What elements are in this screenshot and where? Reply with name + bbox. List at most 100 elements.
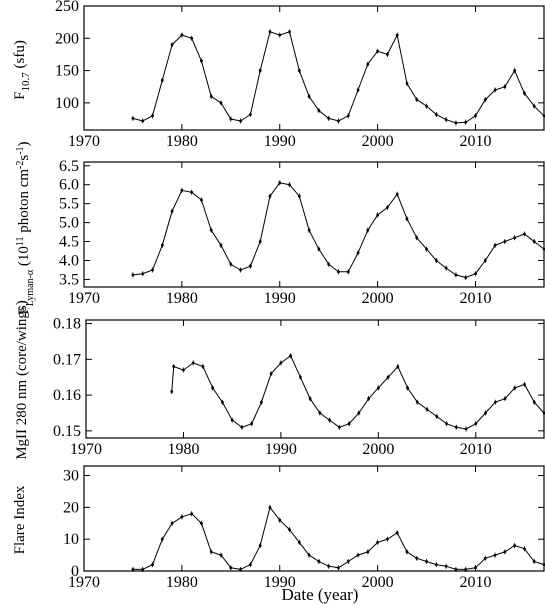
panel-lyman-alpha: FLyman-α (1011 photon cm-2s-1) 3.5 4.04.5… xyxy=(15,141,545,315)
data-point xyxy=(386,537,389,541)
data-point xyxy=(240,425,244,429)
data-point xyxy=(376,540,380,544)
series-mgii xyxy=(170,353,545,432)
data-point xyxy=(337,425,341,429)
y-tick-label: 4.5 xyxy=(59,234,79,251)
data-point xyxy=(425,247,428,251)
data-point xyxy=(386,375,390,379)
series-lyman-alpha xyxy=(131,180,545,281)
data-point xyxy=(278,181,282,185)
y-axis-title-end: ) xyxy=(16,141,32,146)
x-tick-label: 1970 xyxy=(68,133,100,150)
data-point xyxy=(454,425,458,429)
data-point xyxy=(317,560,321,563)
data-point xyxy=(532,104,536,108)
data-point xyxy=(356,88,360,92)
series-line xyxy=(132,506,545,570)
data-point xyxy=(160,537,164,541)
y-axis-title-unit: (10 xyxy=(16,246,32,270)
data-point xyxy=(250,422,254,426)
data-point xyxy=(278,518,282,522)
data-point xyxy=(170,43,174,47)
x-tick-label: 1990 xyxy=(264,290,296,307)
data-point xyxy=(415,236,419,240)
data-point xyxy=(542,411,545,415)
data-point xyxy=(493,553,497,557)
data-point xyxy=(229,117,233,121)
data-point xyxy=(219,243,223,247)
data-point xyxy=(523,232,526,236)
data-point xyxy=(503,397,507,401)
data-point xyxy=(131,273,135,277)
data-point xyxy=(219,553,223,557)
data-point xyxy=(356,251,360,255)
y-tick-label: 0 xyxy=(71,563,79,580)
plot-frame xyxy=(83,5,545,131)
data-point xyxy=(269,372,273,376)
y-axis-title-exp: 11 xyxy=(15,236,26,246)
data-point xyxy=(454,121,458,125)
x-tick-label: 2010 xyxy=(460,441,492,458)
data-point xyxy=(180,189,184,192)
y-tick-label: 200 xyxy=(55,30,79,47)
x-tick-label: 1980 xyxy=(166,133,198,150)
y-tick-label: 250 xyxy=(55,0,79,15)
data-point xyxy=(279,361,283,365)
data-point xyxy=(376,213,380,217)
data-point xyxy=(483,556,487,560)
x-ticks: 1970 1980 1990 2000 2010 xyxy=(70,320,492,458)
data-point xyxy=(258,544,262,547)
data-point xyxy=(260,400,263,404)
y-tick-label: 5.5 xyxy=(59,196,79,213)
y-ticks: 0.15 0.16 0.17 0.18 xyxy=(53,316,544,440)
data-point xyxy=(288,528,291,532)
y-tick-label: 150 xyxy=(55,63,79,80)
data-point xyxy=(170,390,174,393)
data-point xyxy=(239,568,242,571)
data-point xyxy=(444,118,448,122)
data-point xyxy=(172,365,176,368)
y-tick-label: 5.0 xyxy=(59,215,79,232)
data-point xyxy=(464,568,468,571)
data-point xyxy=(307,553,311,557)
series-line xyxy=(132,182,545,279)
x-tick-label: 1970 xyxy=(68,574,100,591)
data-point xyxy=(258,240,262,243)
data-point xyxy=(523,382,526,386)
data-point xyxy=(337,566,340,570)
data-point xyxy=(317,247,321,251)
data-point xyxy=(297,69,301,72)
data-point xyxy=(268,30,272,34)
data-point xyxy=(434,563,438,567)
panel-mgii: MgII 280 nm (core/wings) 0.150.160.170.1… xyxy=(14,300,545,460)
svg-text:FLyman-α (1011 photon cm-2s-1): FLyman-α (1011 photon cm-2s-1) xyxy=(15,141,36,314)
data-point xyxy=(454,568,458,571)
data-point xyxy=(239,268,242,272)
data-point xyxy=(386,53,389,56)
data-point xyxy=(209,228,213,232)
x-axis-title: Date (year) xyxy=(282,585,359,604)
data-point xyxy=(201,365,205,368)
data-point xyxy=(200,198,203,202)
data-point xyxy=(327,116,331,120)
data-point xyxy=(434,113,438,116)
data-point xyxy=(542,247,545,251)
y-axis-title: F10.7 (sfu) xyxy=(12,40,32,100)
data-point xyxy=(405,550,409,554)
x-tick-label: 1970 xyxy=(70,441,102,458)
y-ticks: 100 150 200 250 xyxy=(55,0,544,112)
data-point xyxy=(268,505,272,509)
data-point xyxy=(200,59,203,63)
data-point xyxy=(464,427,468,431)
data-point xyxy=(347,422,351,426)
data-point xyxy=(346,270,350,274)
x-tick-label: 2000 xyxy=(362,441,394,458)
data-point xyxy=(395,192,399,196)
data-point xyxy=(376,49,380,53)
data-point xyxy=(395,33,399,37)
y-axis-title-text: Flare Index xyxy=(12,485,28,554)
y-axis-title-sub: Lyman-α xyxy=(25,269,36,306)
y-axis-title-main: F xyxy=(12,91,28,99)
data-point xyxy=(268,194,272,198)
data-point xyxy=(151,563,154,567)
